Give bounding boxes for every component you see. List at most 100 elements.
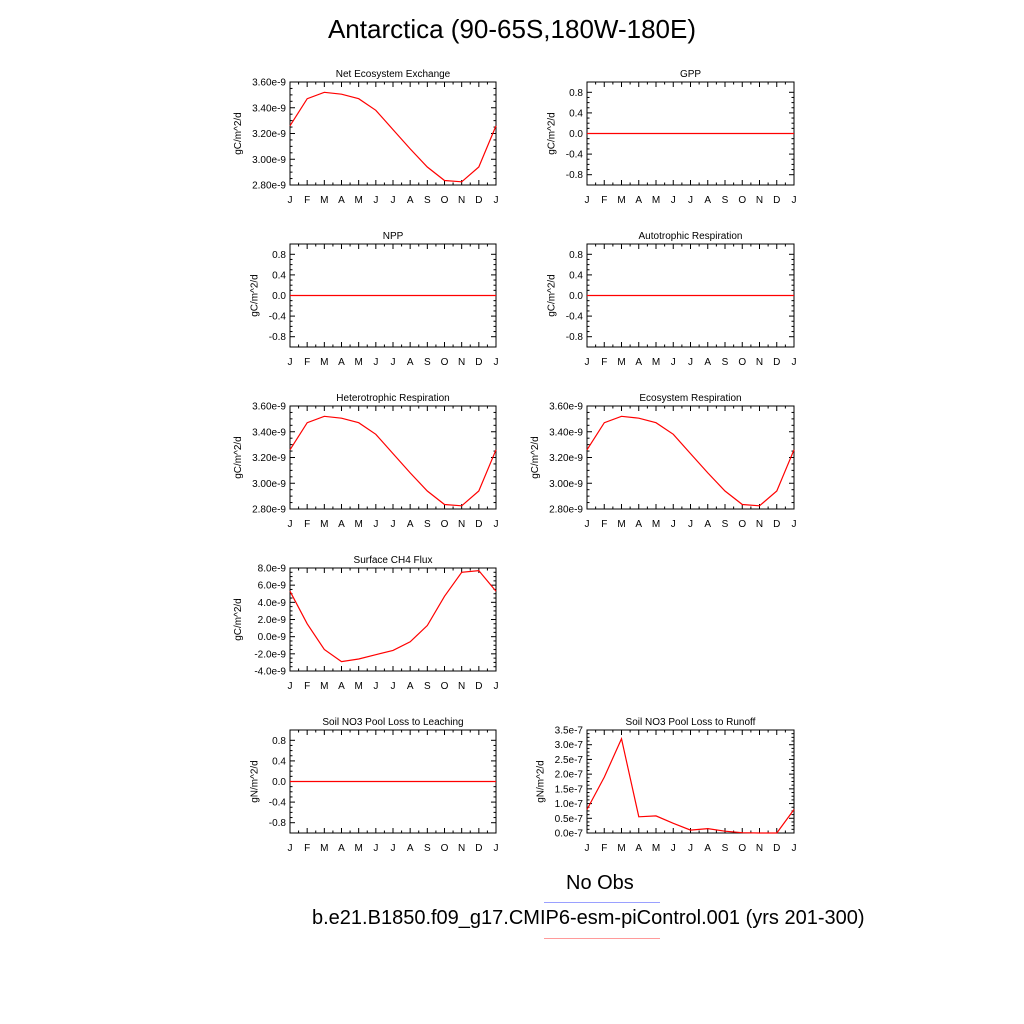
x-tick-label: M: [320, 357, 328, 368]
x-tick-label: N: [756, 519, 763, 530]
series-line: [289, 415, 497, 507]
y-tick-label: 2.0e-7: [555, 770, 584, 781]
x-tick-label: A: [635, 843, 642, 854]
x-tick-label: F: [304, 681, 310, 692]
x-tick-label: O: [441, 357, 449, 368]
x-tick-label: S: [424, 681, 431, 692]
y-tick-label: 1.5e-7: [555, 784, 584, 795]
plot-frame: [289, 567, 497, 672]
x-tick-label: M: [652, 519, 660, 530]
x-tick-label: O: [738, 843, 746, 854]
legend-obs-label: No Obs: [566, 872, 634, 894]
x-tick-label: A: [704, 843, 711, 854]
x-tick-label: J: [688, 195, 693, 206]
x-tick-label: A: [704, 519, 711, 530]
y-tick-label: 4.0e-9: [258, 598, 287, 609]
y-tick-label: 3.40e-9: [549, 427, 583, 438]
x-tick-label: M: [354, 357, 362, 368]
y-tick-label: 0.0e-9: [258, 632, 287, 643]
x-tick-label: D: [773, 843, 780, 854]
y-tick-label: -0.4: [269, 312, 287, 323]
x-tick-label: J: [585, 195, 590, 206]
y-tick-label: 3.20e-9: [549, 453, 583, 464]
x-tick-label: M: [354, 681, 362, 692]
x-tick-label: A: [407, 195, 414, 206]
x-tick-label: O: [441, 681, 449, 692]
y-tick-label: 0.0: [272, 291, 286, 302]
y-tick-label: 3.00e-9: [549, 479, 583, 490]
y-tick-label: 0.4: [569, 108, 583, 119]
x-tick-label: S: [722, 357, 729, 368]
x-tick-label: A: [407, 357, 414, 368]
x-tick-label: D: [773, 195, 780, 206]
y-tick-label: 0.5e-7: [555, 814, 584, 825]
x-tick-label: J: [373, 519, 378, 530]
x-tick-label: M: [320, 195, 328, 206]
y-tick-label: -0.8: [269, 332, 287, 343]
x-tick-label: O: [738, 357, 746, 368]
series-line: [289, 569, 497, 663]
y-tick-label: 6.0e-9: [258, 581, 287, 592]
x-tick-label: F: [601, 519, 607, 530]
y-tick-label: 1.0e-7: [555, 799, 584, 810]
y-tick-label: 3.0e-7: [555, 740, 584, 751]
x-tick-label: J: [288, 519, 293, 530]
x-tick-label: O: [441, 843, 449, 854]
x-tick-label: M: [652, 357, 660, 368]
x-tick-label: F: [601, 195, 607, 206]
panel-title: Soil NO3 Pool Loss to Leaching: [322, 717, 463, 728]
x-tick-label: D: [475, 519, 482, 530]
y-tick-label: 0.4: [272, 756, 286, 767]
x-tick-label: M: [320, 681, 328, 692]
y-tick-label: 3.60e-9: [252, 402, 286, 413]
x-tick-label: A: [338, 843, 345, 854]
series-line: [289, 91, 497, 183]
x-tick-label: J: [391, 195, 396, 206]
y-tick-label: 2.80e-9: [252, 505, 286, 516]
x-tick-label: J: [494, 681, 499, 692]
x-tick-label: N: [756, 357, 763, 368]
x-tick-label: J: [494, 357, 499, 368]
x-tick-label: N: [458, 357, 465, 368]
y-tick-label: -0.4: [566, 312, 584, 323]
y-tick-label: 3.00e-9: [252, 155, 286, 166]
x-tick-label: O: [441, 519, 449, 530]
y-axis-label: gC/m^2/d: [233, 112, 244, 155]
x-tick-label: A: [338, 681, 345, 692]
x-tick-label: J: [792, 843, 797, 854]
x-tick-label: N: [458, 681, 465, 692]
y-axis-label: gN/m^2/d: [535, 760, 546, 803]
x-tick-label: J: [792, 519, 797, 530]
plot-frame: [289, 81, 497, 186]
x-tick-label: J: [373, 357, 378, 368]
x-tick-label: J: [671, 519, 676, 530]
y-tick-label: 2.5e-7: [555, 755, 584, 766]
y-tick-label: 3.60e-9: [252, 78, 286, 89]
x-tick-label: F: [304, 519, 310, 530]
x-tick-label: J: [494, 195, 499, 206]
x-tick-label: S: [722, 519, 729, 530]
x-tick-label: M: [354, 195, 362, 206]
x-tick-label: A: [704, 195, 711, 206]
x-tick-label: A: [407, 681, 414, 692]
x-tick-label: N: [756, 843, 763, 854]
x-tick-label: J: [391, 519, 396, 530]
x-tick-label: A: [407, 843, 414, 854]
x-tick-label: J: [288, 195, 293, 206]
x-tick-label: N: [458, 843, 465, 854]
x-tick-label: A: [704, 357, 711, 368]
x-tick-label: S: [424, 843, 431, 854]
y-axis-label: gC/m^2/d: [547, 112, 558, 155]
x-tick-label: J: [494, 843, 499, 854]
y-tick-label: 3.5e-7: [555, 726, 584, 737]
x-tick-label: F: [601, 357, 607, 368]
y-tick-label: 0.0e-7: [555, 829, 584, 840]
y-tick-label: 0.4: [272, 270, 286, 281]
x-tick-label: O: [738, 519, 746, 530]
y-tick-label: -0.4: [566, 150, 584, 161]
